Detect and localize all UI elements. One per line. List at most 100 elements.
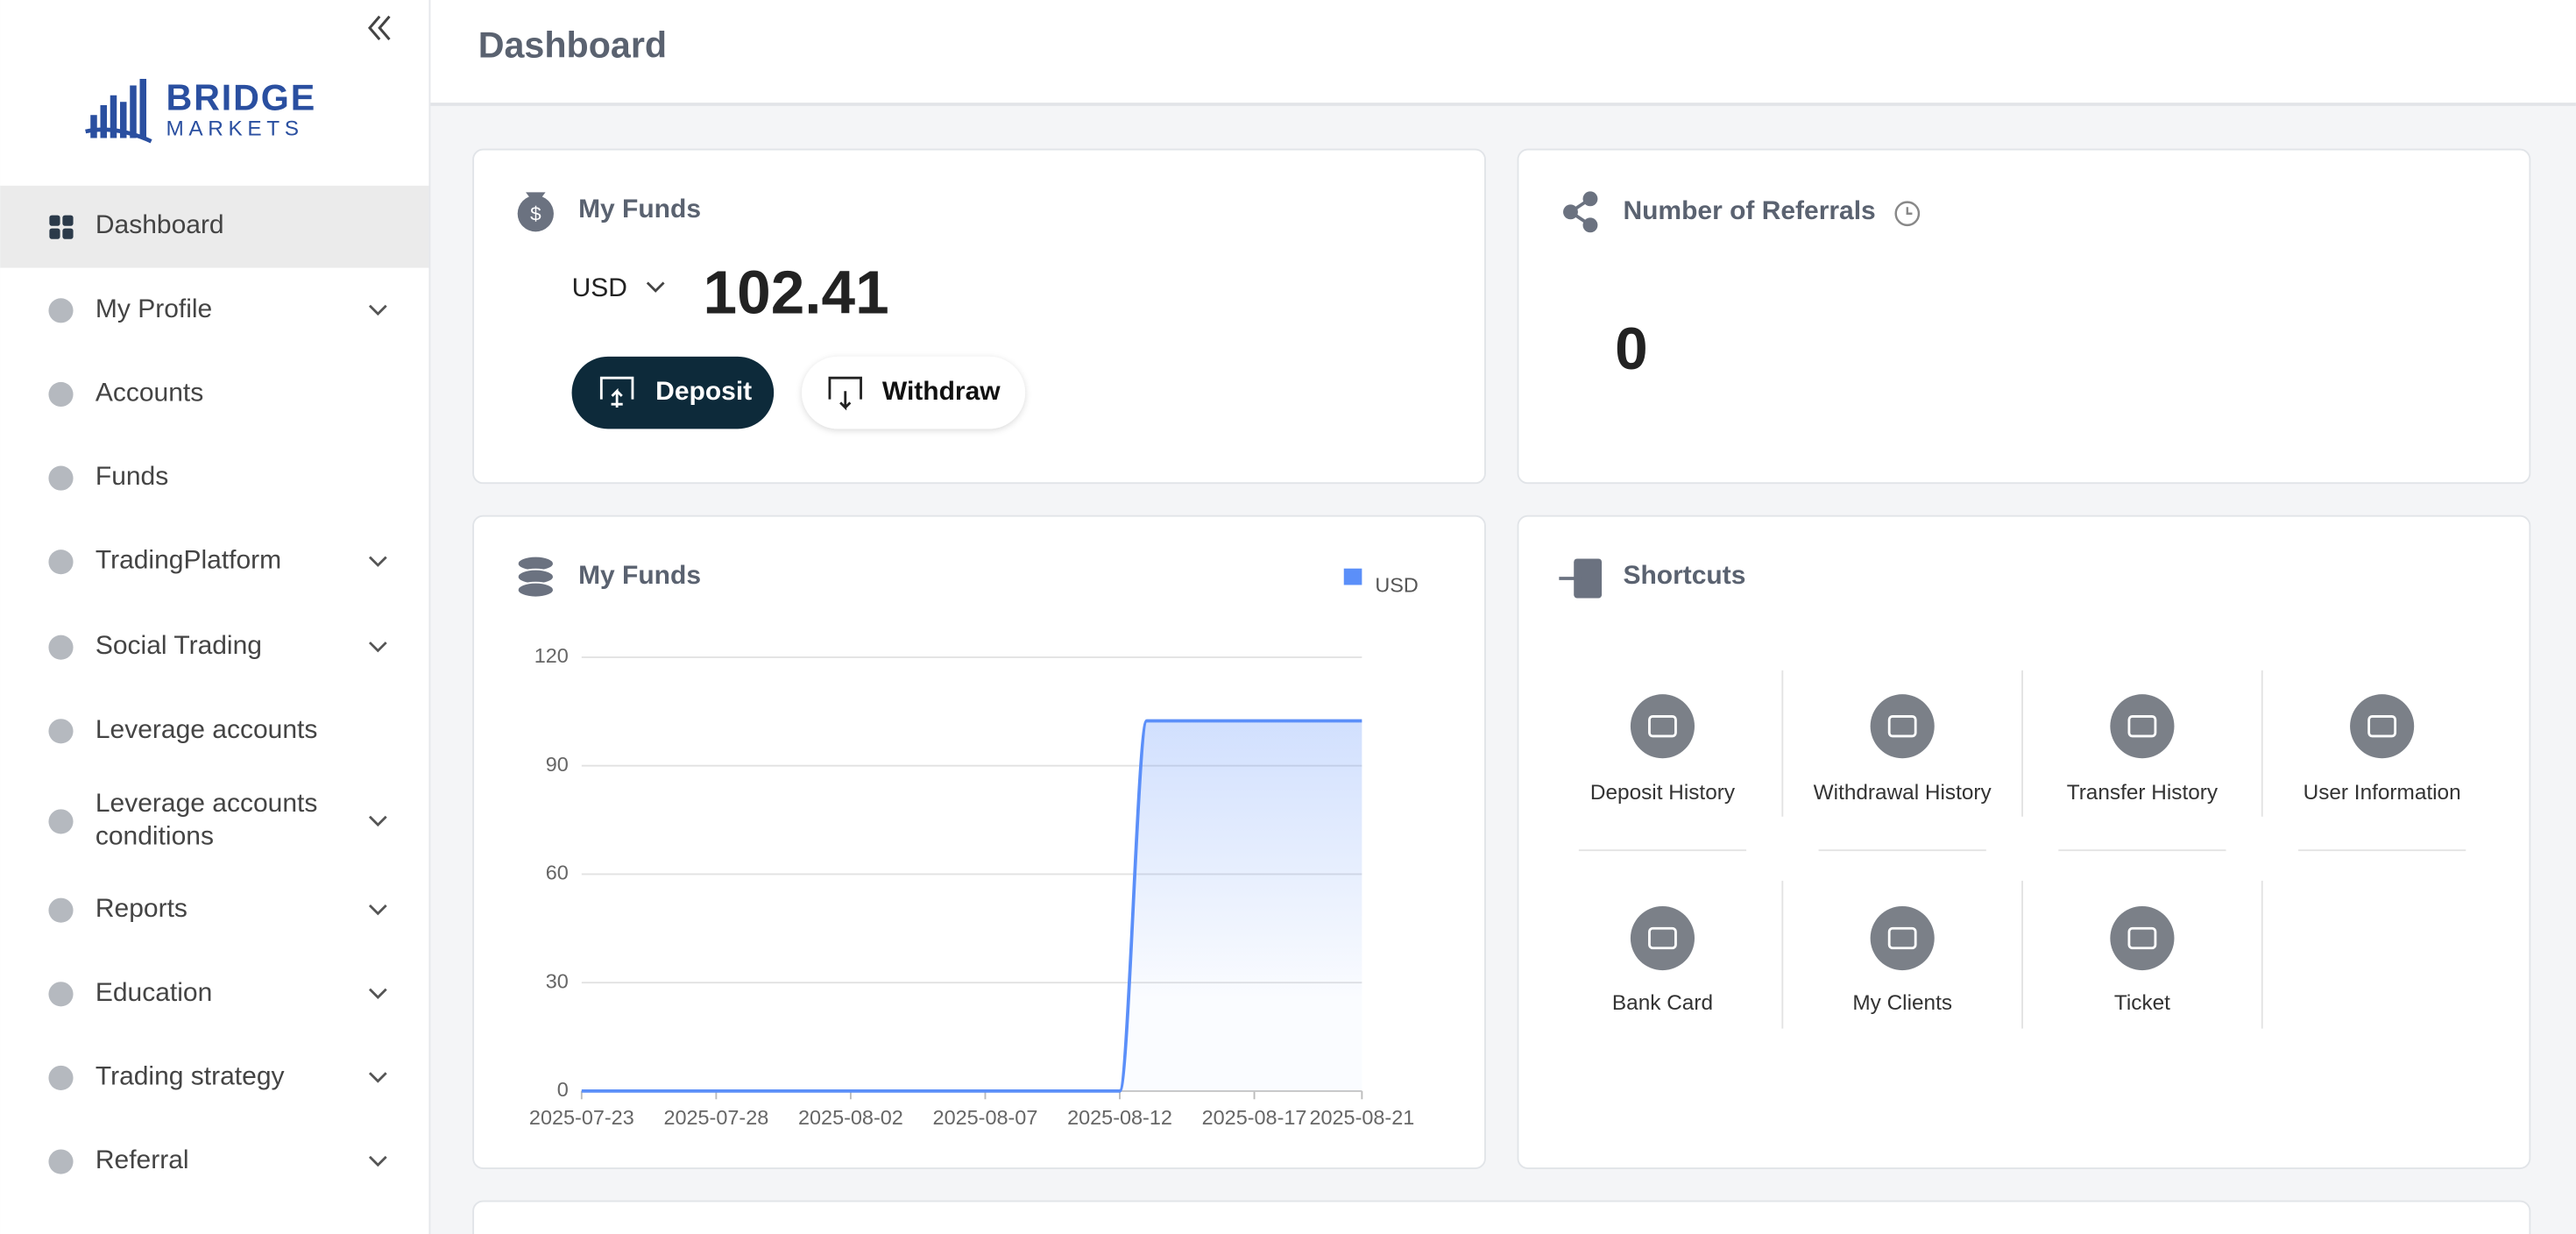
y-tick-label: 0 xyxy=(557,1078,569,1101)
shortcut-item[interactable]: Withdrawal History xyxy=(1814,694,1992,805)
logo-bar xyxy=(130,85,137,138)
shortcut-item[interactable]: Deposit History xyxy=(1590,694,1736,805)
history-icon-hands xyxy=(1906,207,1913,215)
shortcut-icon-glyph xyxy=(2127,926,2157,950)
menu-chevron xyxy=(368,642,387,653)
menu-label[interactable]: Reports xyxy=(95,895,188,924)
menu-label-box: Social Trading xyxy=(95,632,262,661)
legend-swatch xyxy=(1343,568,1362,585)
menu-icon xyxy=(62,228,74,239)
menu-label[interactable]: My Profile xyxy=(95,295,213,324)
menu-chevron xyxy=(368,556,387,567)
menu-item[interactable]: Trading strategy xyxy=(48,1042,387,1114)
currency-chevron[interactable] xyxy=(646,281,665,293)
y-tick-label: 60 xyxy=(546,862,569,884)
menu-chevron xyxy=(368,815,387,827)
menu-item[interactable]: Accounts xyxy=(48,358,342,430)
shortcut-label[interactable]: My Clients xyxy=(1852,991,1952,1015)
logo-bar xyxy=(90,115,97,138)
shortcut-icon xyxy=(1870,694,1935,759)
legend-label: USD xyxy=(1375,574,1418,597)
menu-item[interactable]: Funds xyxy=(48,442,342,514)
shortcut-item[interactable]: Bank Card xyxy=(1612,905,1713,1015)
card-title: My Funds xyxy=(578,561,701,590)
menu-label[interactable]: Social Trading xyxy=(95,632,262,661)
menu-icon xyxy=(48,1065,74,1090)
button-bg[interactable] xyxy=(802,356,1026,429)
shortcut-label[interactable]: Withdrawal History xyxy=(1814,781,1992,805)
currency-select[interactable]: USD xyxy=(572,273,627,302)
menu-label[interactable]: Education xyxy=(95,979,213,1008)
menu-icon xyxy=(48,298,74,323)
menu-chevron xyxy=(368,904,387,916)
menu-item[interactable]: Leverage accounts conditions xyxy=(48,785,387,857)
menu-label[interactable]: Funds xyxy=(95,463,169,492)
collapse-button[interactable] xyxy=(367,15,391,40)
shortcut-label[interactable]: Bank Card xyxy=(1612,991,1713,1015)
card xyxy=(472,1200,2531,1234)
shortcut-label[interactable]: Ticket xyxy=(2114,991,2170,1015)
menu-icon xyxy=(48,635,74,660)
menu-label[interactable]: Leverage accounts xyxy=(95,716,318,745)
shortcut-icon xyxy=(1630,694,1695,759)
menu-item[interactable]: TradingPlatform xyxy=(48,526,387,598)
menu-label[interactable]: Dashboard xyxy=(95,211,224,240)
button-bg[interactable] xyxy=(571,356,775,429)
line-series xyxy=(581,719,1362,1093)
deposit-icon xyxy=(599,376,634,408)
y-tick-label: 120 xyxy=(534,644,569,667)
shortcut-item[interactable]: Transfer History xyxy=(2067,694,2219,805)
menu-label[interactable]: Referral xyxy=(95,1146,189,1175)
menu-label[interactable]: Accounts xyxy=(95,379,204,408)
shortcut-label[interactable]: Deposit History xyxy=(1590,781,1736,805)
shortcut-label[interactable]: User Information xyxy=(2304,781,2461,805)
menu-label[interactable]: Leverage accounts conditions xyxy=(95,790,318,852)
menu-chevron xyxy=(368,988,387,1000)
shortcut-icon-glyph xyxy=(1648,926,1677,950)
menu-label-box: Reports xyxy=(95,895,188,924)
button-label[interactable]: Withdraw xyxy=(882,377,1001,406)
menu-item[interactable]: Social Trading xyxy=(48,611,387,683)
menu-label[interactable]: TradingPlatform xyxy=(95,547,282,576)
menu-item[interactable]: Education xyxy=(48,958,387,1030)
header-bar xyxy=(430,0,2576,104)
shortcut-item[interactable]: Ticket xyxy=(2110,905,2175,1015)
menu-item[interactable]: My Profile xyxy=(48,274,387,346)
menu-item[interactable]: Leverage accounts xyxy=(48,695,342,767)
button-label[interactable]: Deposit xyxy=(655,377,752,406)
menu-item[interactable]: Referral xyxy=(48,1125,387,1197)
shortcut-item[interactable]: My Clients xyxy=(1852,905,1952,1015)
x-tick-label: 2025-08-12 xyxy=(1067,1106,1172,1129)
menu-label-box: My Profile xyxy=(95,295,213,324)
card xyxy=(1517,148,2531,485)
share-icon-node xyxy=(1582,217,1598,233)
deposit-button[interactable]: Deposit xyxy=(571,356,775,429)
menu-label-box: Accounts xyxy=(95,379,204,408)
shortcut-icon xyxy=(2350,694,2415,759)
menu-icon xyxy=(48,719,74,744)
logo-bar xyxy=(100,104,107,138)
menu-icon xyxy=(48,465,74,491)
x-tick-label: 2025-07-23 xyxy=(529,1106,634,1129)
withdraw-icon xyxy=(828,376,862,411)
menu-item[interactable]: Reports xyxy=(48,874,387,946)
shortcut-icon xyxy=(1630,905,1695,971)
menu-item[interactable]: Dashboard xyxy=(0,185,429,268)
menu-label[interactable]: Trading strategy xyxy=(95,1063,285,1091)
history-icon[interactable] xyxy=(1894,201,1921,227)
shortcut-icon-glyph xyxy=(2367,715,2397,738)
withdraw-button[interactable]: Withdraw xyxy=(802,356,1026,429)
menu-label-box: Education xyxy=(95,979,213,1008)
money-bag-icon xyxy=(517,195,554,232)
menu-label-box: Funds xyxy=(95,463,169,492)
card-title: My Funds xyxy=(578,195,701,223)
shortcut-item[interactable]: User Information xyxy=(2304,694,2461,805)
menu-label-box: TradingPlatform xyxy=(95,547,282,576)
x-tick-label: 2025-08-02 xyxy=(798,1106,903,1129)
card-title: Shortcuts xyxy=(1623,561,1745,590)
menu-label-box: Trading strategy xyxy=(95,1063,285,1091)
shortcut-label[interactable]: Transfer History xyxy=(2067,781,2219,805)
referral-count: 0 xyxy=(1615,316,1648,382)
